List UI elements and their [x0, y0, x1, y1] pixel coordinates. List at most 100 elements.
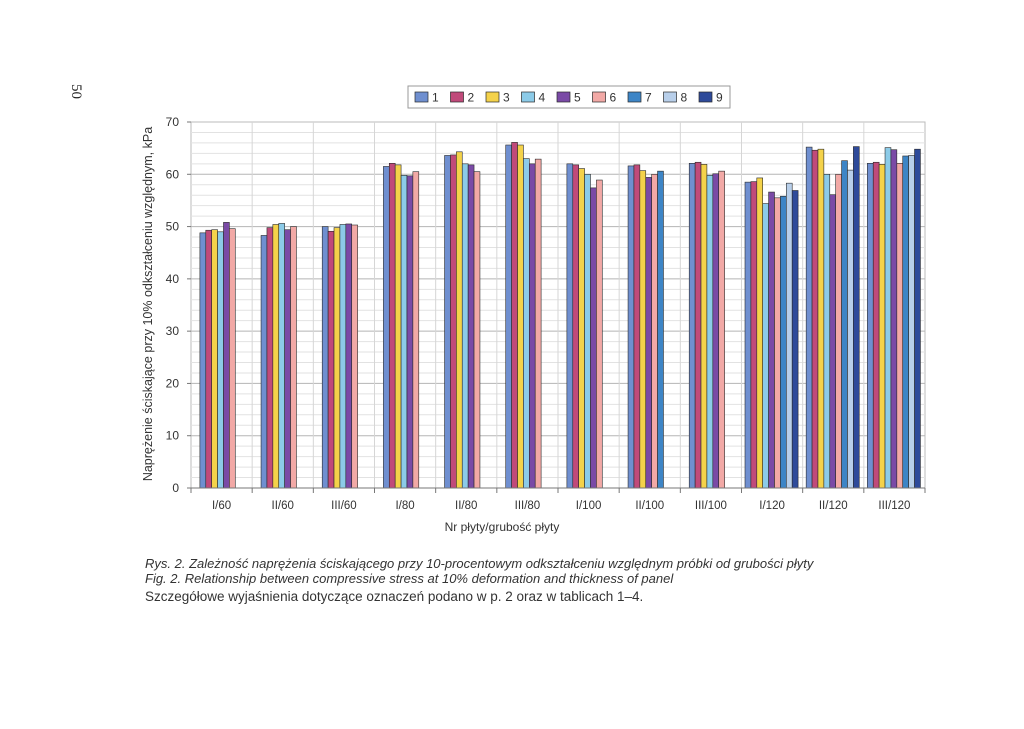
figure-note: Szczegółowe wyjaśnienia dotyczące oznacz…	[145, 589, 644, 604]
legend-label-2: 2	[468, 91, 475, 105]
bar-I/120-series-2	[750, 181, 758, 489]
bar-I/80-series-5	[406, 175, 414, 489]
bar-I/80-series-2	[388, 163, 396, 489]
bar-II/60-series-5	[284, 229, 291, 489]
bar-II/100-series-2	[633, 164, 641, 489]
x-tick-label: III/100	[695, 500, 727, 512]
bar-I/120-series-4	[762, 203, 769, 489]
bar-III/80-series-1	[505, 144, 512, 489]
bar-III/120-series-6	[896, 163, 904, 489]
bar-III/80-series-2	[511, 142, 518, 489]
legend-label-6: 6	[610, 91, 617, 105]
x-axis-label: Nr płyty/grubość płyty	[445, 520, 560, 534]
bar-I/80-series-4	[400, 175, 408, 489]
x-tick-label: I/80	[395, 500, 414, 512]
bar-II/80-series-1	[444, 155, 451, 489]
bar-I/100-series-2	[572, 164, 579, 489]
bar-III/60-series-4	[339, 224, 347, 489]
legend-label-4: 4	[539, 91, 546, 105]
y-tick-label: 20	[166, 376, 180, 390]
bar-III/100-series-3	[700, 164, 708, 489]
bar-III/120-series-9	[914, 148, 921, 489]
legend-swatch-4	[521, 91, 535, 103]
legend: 1 2 3 4 5 6 7 8 9	[407, 85, 731, 109]
bar-III/60-series-3	[333, 227, 341, 489]
x-tick-label: I/60	[212, 500, 231, 512]
bar-III/100-series-4	[706, 175, 714, 489]
legend-swatch-6	[592, 91, 606, 103]
bar-I/120-series-1	[744, 181, 752, 489]
x-tick-label: II/60	[272, 500, 294, 512]
bar-III/100-series-5	[712, 173, 720, 489]
bar-II/60-series-1	[260, 235, 268, 489]
y-tick-label: 60	[166, 167, 180, 181]
bar-I/60-series-2	[205, 229, 212, 489]
bar-II/80-series-3	[456, 151, 463, 489]
legend-swatch-3	[485, 91, 500, 103]
y-tick-label: 0	[172, 481, 179, 495]
figure-caption-pl: Rys. 2. Zależność naprężenia ściskająceg…	[145, 556, 814, 571]
legend-swatch-5	[556, 91, 571, 103]
bar-II/60-series-3	[272, 224, 280, 489]
bar-II/100-series-7	[657, 170, 664, 489]
bar-III/80-series-4	[523, 158, 530, 489]
bar-III/120-series-1	[867, 163, 874, 489]
bar-II/60-series-4	[278, 223, 285, 489]
bar-I/100-series-6	[596, 179, 603, 489]
bar-I/80-series-1	[383, 166, 390, 489]
y-tick-label: 40	[166, 272, 180, 286]
bar-I/100-series-1	[566, 163, 574, 489]
legend-swatch-9	[698, 91, 713, 103]
x-tick-label: II/120	[819, 500, 848, 512]
bar-II/120-series-9	[853, 146, 860, 489]
x-tick-label: III/120	[878, 500, 910, 512]
bar-II/120-series-1	[805, 146, 813, 489]
bar-II/100-series-3	[639, 170, 647, 489]
bar-III/60-series-5	[345, 223, 353, 489]
legend-label-5: 5	[574, 91, 581, 105]
x-tick-label: II/80	[455, 500, 477, 512]
y-tick-label: 10	[166, 429, 180, 443]
bar-III/60-series-1	[321, 226, 329, 489]
bar-II/120-series-7	[841, 160, 848, 489]
y-tick-label: 50	[166, 220, 180, 234]
x-tick-label: I/120	[759, 500, 785, 512]
bar-II/80-series-5	[467, 164, 475, 489]
bar-II/80-series-4	[461, 163, 469, 489]
bar-III/120-series-2	[872, 161, 880, 489]
figure-caption-en: Fig. 2. Relationship between compressive…	[145, 571, 674, 586]
x-tick-label: I/100	[576, 500, 602, 512]
bar-I/60-series-4	[217, 231, 224, 489]
bar-I/100-series-4	[584, 173, 591, 489]
bar-II/60-series-6	[290, 226, 297, 489]
bar-III/120-series-4	[884, 147, 892, 489]
bar-I/80-series-3	[394, 164, 402, 489]
bar-III/100-series-2	[694, 161, 702, 489]
bar-II/120-series-8	[847, 169, 854, 489]
bar-II/100-series-5	[645, 177, 652, 489]
bar-II/120-series-6	[835, 173, 842, 489]
bar-I/80-series-6	[412, 171, 420, 489]
bar-III/120-series-8	[908, 155, 915, 489]
legend-label-7: 7	[645, 91, 652, 105]
y-tick-label: 30	[166, 324, 180, 338]
bar-III/80-series-3	[517, 144, 524, 489]
legend-label-8: 8	[681, 91, 688, 105]
bar-III/60-series-6	[351, 224, 358, 489]
bar-III/80-series-5	[529, 163, 536, 489]
bar-I/120-series-5	[768, 191, 775, 489]
bar-I/100-series-3	[578, 168, 585, 489]
legend-label-3: 3	[503, 91, 510, 105]
x-tick-label: III/80	[515, 500, 541, 512]
bar-III/60-series-2	[327, 230, 335, 489]
bar-III/100-series-6	[718, 170, 725, 489]
bar-I/60-series-3	[211, 229, 218, 489]
bar-I/100-series-5	[590, 187, 597, 489]
x-tick-label: II/100	[635, 500, 664, 512]
captions: Rys. 2. Zależność naprężenia ściskająceg…	[145, 556, 865, 604]
bar-II/120-series-3	[817, 148, 825, 489]
legend-swatch-7	[627, 91, 642, 103]
bar-III/120-series-7	[902, 155, 909, 489]
legend-label-1: 1	[432, 91, 439, 105]
